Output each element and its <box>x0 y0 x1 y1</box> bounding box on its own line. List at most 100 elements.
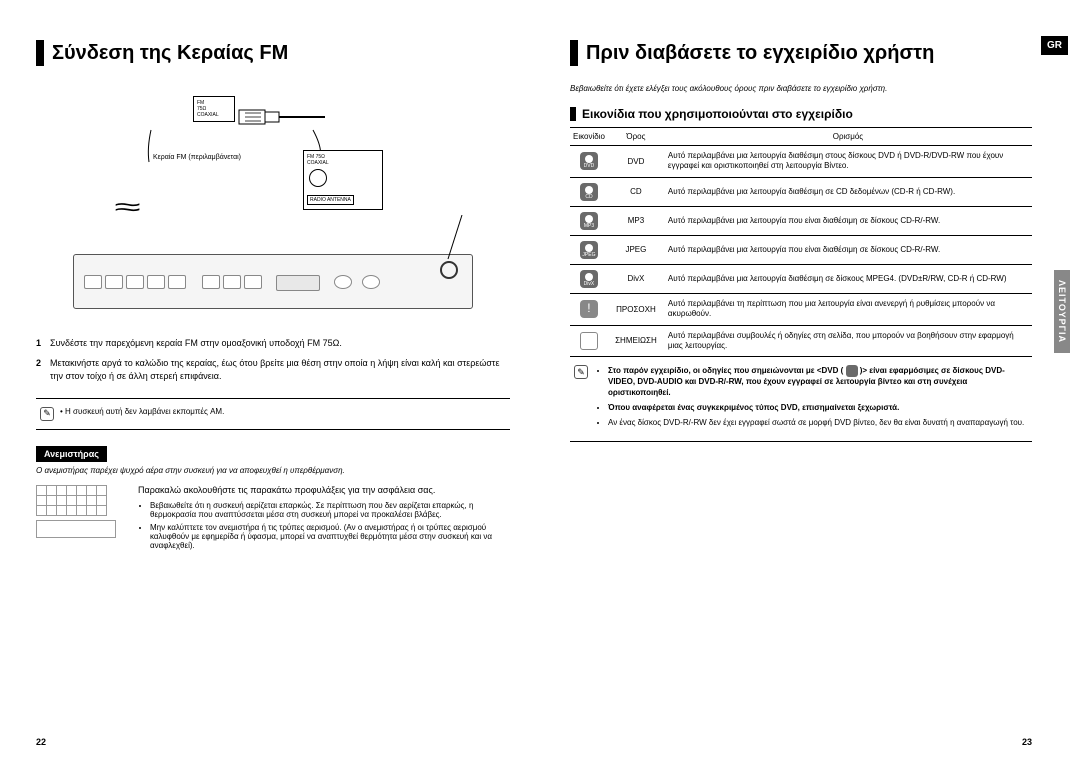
page-num-left: 22 <box>36 737 46 747</box>
page-right: GR ΛΕΙΤΟΥΡΓΙΑ Πριν διαβάσετε το εγχειρίδ… <box>540 0 1080 765</box>
spacer <box>265 275 273 291</box>
fan-grid <box>36 485 107 516</box>
rear-port <box>168 275 186 289</box>
subheading: Εικονίδια που χρησιμοποιούνται στο εγχει… <box>570 107 1032 121</box>
dvd-inline-icon <box>846 365 858 377</box>
cell-icon: JPEG <box>570 235 608 264</box>
fan-intro: Παρακαλώ ακολουθήστε τις παρακάτω προφυλ… <box>138 485 510 495</box>
fm-label-box: FM 75Ω COAXIAL <box>193 96 235 122</box>
intro-italic: Βεβαιωθείτε ότι έχετε ελέγξει τους ακόλο… <box>570 84 1032 93</box>
gr-badge: GR <box>1041 36 1068 55</box>
cell-term: DivX <box>608 264 664 293</box>
cell-term: DVD <box>608 146 664 178</box>
spacer <box>323 275 331 291</box>
icon-table: Εικονίδιο Όρος Ορισμός DVDDVDΑυτό περιλα… <box>570 127 1032 357</box>
table-row: DVDDVDΑυτό περιλαμβάνει μια λειτουργία δ… <box>570 146 1032 178</box>
side-tab: ΛΕΙΤΟΥΡΓΙΑ <box>1054 270 1070 353</box>
fm-label-text: FM 75Ω <box>197 100 206 112</box>
cell-icon: CD <box>570 177 608 206</box>
rear-port <box>147 275 165 289</box>
footnote-item: Στο παρόν εγχειρίδιο, οι οδηγίες που σημ… <box>608 365 1028 399</box>
footnote-item: Αν ένας δίσκος DVD-R/-RW δεν έχει εγγραφ… <box>608 418 1028 429</box>
cell-term: JPEG <box>608 235 664 264</box>
disc-icon: JPEG <box>580 241 598 259</box>
cell-def: Αυτό περιλαμβάνει συμβουλές ή οδηγίες στ… <box>664 325 1032 357</box>
table-row: !ΠΡΟΣΟΧΗΑυτό περιλαμβάνει τη περίπτωση π… <box>570 293 1032 325</box>
right-note-box: ✎ Στο παρόν εγχειρίδιο, οι οδηγίες που σ… <box>570 357 1032 441</box>
coax-port-circle <box>309 169 327 187</box>
cell-term: ΣΗΜΕΙΩΣΗ <box>608 325 664 357</box>
page-num-right: 23 <box>1022 737 1032 747</box>
cell-def: Αυτό περιλαμβάνει μια λειτουργία διαθέσι… <box>664 177 1032 206</box>
table-row: DivXDivXΑυτό περιλαμβάνει μια λειτουργία… <box>570 264 1032 293</box>
spacer <box>355 275 359 291</box>
ant-port <box>334 275 352 289</box>
scart-port <box>276 275 320 291</box>
am-note-text: • Η συσκευή αυτή δεν λαμβάνει εκπομπές A… <box>60 407 224 416</box>
th-term: Όρος <box>608 128 664 146</box>
port-panel-box: FM 75Ω COAXIAL RADIO ANTENNA <box>303 150 383 210</box>
disc-icon: DivX <box>580 270 598 288</box>
step-num: 1 <box>36 337 50 351</box>
fan-bullet: Βεβαιωθείτε ότι η συσκευή αερίζεται επαρ… <box>150 501 510 519</box>
rear-port <box>202 275 220 289</box>
cell-def: Αυτό περιλαμβάνει μια λειτουργία διαθέσι… <box>664 146 1032 178</box>
disc-icon: MP3 <box>580 212 598 230</box>
fan-badge: Ανεμιστήρας <box>36 446 107 462</box>
panel-coax-text: COAXIAL <box>307 160 379 166</box>
am-note-inner: Η συσκευή αυτή δεν λαμβάνει εκπομπές AM. <box>65 407 224 416</box>
antenna-wire <box>143 128 323 168</box>
rear-port <box>105 275 123 289</box>
cell-icon: ! <box>570 293 608 325</box>
page-left: Σύνδεση της Κεραίας FM FM 75Ω COAXIAL Κε… <box>0 0 540 765</box>
icon-tbody: DVDDVDΑυτό περιλαμβάνει μια λειτουργία δ… <box>570 146 1032 357</box>
table-header-row: Εικονίδιο Όρος Ορισμός <box>570 128 1032 146</box>
cell-icon: MP3 <box>570 206 608 235</box>
rear-port <box>126 275 144 289</box>
fan-italic: Ο ανεμιστήρας παρέχει ψυχρό αέρα στην συ… <box>36 466 510 475</box>
th-def: Ορισμός <box>664 128 1032 146</box>
heading-left-text: Σύνδεση της Κεραίας FM <box>52 42 288 65</box>
disc-icon: CD <box>580 183 598 201</box>
cell-def: Αυτό περιλαμβάνει μια λειτουργία που είν… <box>664 206 1032 235</box>
cell-def: Αυτό περιλαμβάνει τη περίπτωση που μια λ… <box>664 293 1032 325</box>
table-row: MP3MP3Αυτό περιλαμβάνει μια λειτουργία π… <box>570 206 1032 235</box>
coax-label-text: COAXIAL <box>197 112 219 118</box>
am-note-box: ✎ • Η συσκευή αυτή δεν λαμβάνει εκπομπές… <box>36 398 510 430</box>
fan-bullets: Βεβαιωθείτε ότι η συσκευή αερίζεται επαρ… <box>138 501 510 550</box>
fan-bullet: Μην καλύπτετε τον ανεμιστήρα ή τις τρύπε… <box>150 523 510 550</box>
step-1: 1 Συνδέστε την παρεχόμενη κεραία FM στην… <box>36 337 510 351</box>
table-row: CDCDΑυτό περιλαμβάνει μια λειτουργία δια… <box>570 177 1032 206</box>
cell-icon: DivX <box>570 264 608 293</box>
rear-port <box>84 275 102 289</box>
break-symbol: ≈ <box>114 194 140 222</box>
cell-def: Αυτό περιλαμβάνει μια λειτουργία διαθέσι… <box>664 264 1032 293</box>
rear-port <box>244 275 262 289</box>
fan-section: Παρακαλώ ακολουθήστε τις παρακάτω προφυλ… <box>36 485 510 554</box>
step-text: Συνδέστε την παρεχόμενη κεραία FM στην ο… <box>50 337 510 351</box>
pencil-icon: ✎ <box>574 365 588 379</box>
disc-icon: DVD <box>580 152 598 170</box>
fan-device-outline <box>36 520 116 538</box>
spacer <box>189 275 199 291</box>
th-icon: Εικονίδιο <box>570 128 608 146</box>
cell-icon: ✎ <box>570 325 608 357</box>
device-rear-panel <box>73 254 473 309</box>
heading-bar <box>36 40 44 66</box>
port-row <box>84 275 380 291</box>
heading-left: Σύνδεση της Κεραίας FM <box>36 40 510 66</box>
rear-port <box>223 275 241 289</box>
footnote-item: Όπου αναφέρεται ένας συγκεκριμένος τύπος… <box>608 403 1028 414</box>
fm-port-highlight <box>440 261 458 279</box>
fan-text: Παρακαλώ ακολουθήστε τις παρακάτω προφυλ… <box>138 485 510 554</box>
heading-bar <box>570 40 578 66</box>
step-2: 2 Μετακινήστε αργά το καλώδιο της κεραία… <box>36 357 510 384</box>
cell-term: CD <box>608 177 664 206</box>
ant-port <box>362 275 380 289</box>
footnote-list: Στο παρόν εγχειρίδιο, οι οδηγίες που σημ… <box>596 365 1028 432</box>
subheading-text: Εικονίδια που χρησιμοποιούνται στο εγχει… <box>582 107 853 121</box>
cell-term: ΠΡΟΣΟΧΗ <box>608 293 664 325</box>
cell-def: Αυτό περιλαμβάνει μια λειτουργία που είν… <box>664 235 1032 264</box>
radio-antenna-label: RADIO ANTENNA <box>307 195 354 205</box>
fm-antenna-diagram: FM 75Ω COAXIAL Κεραία FM (περιλαμβάνεται… <box>63 84 483 319</box>
